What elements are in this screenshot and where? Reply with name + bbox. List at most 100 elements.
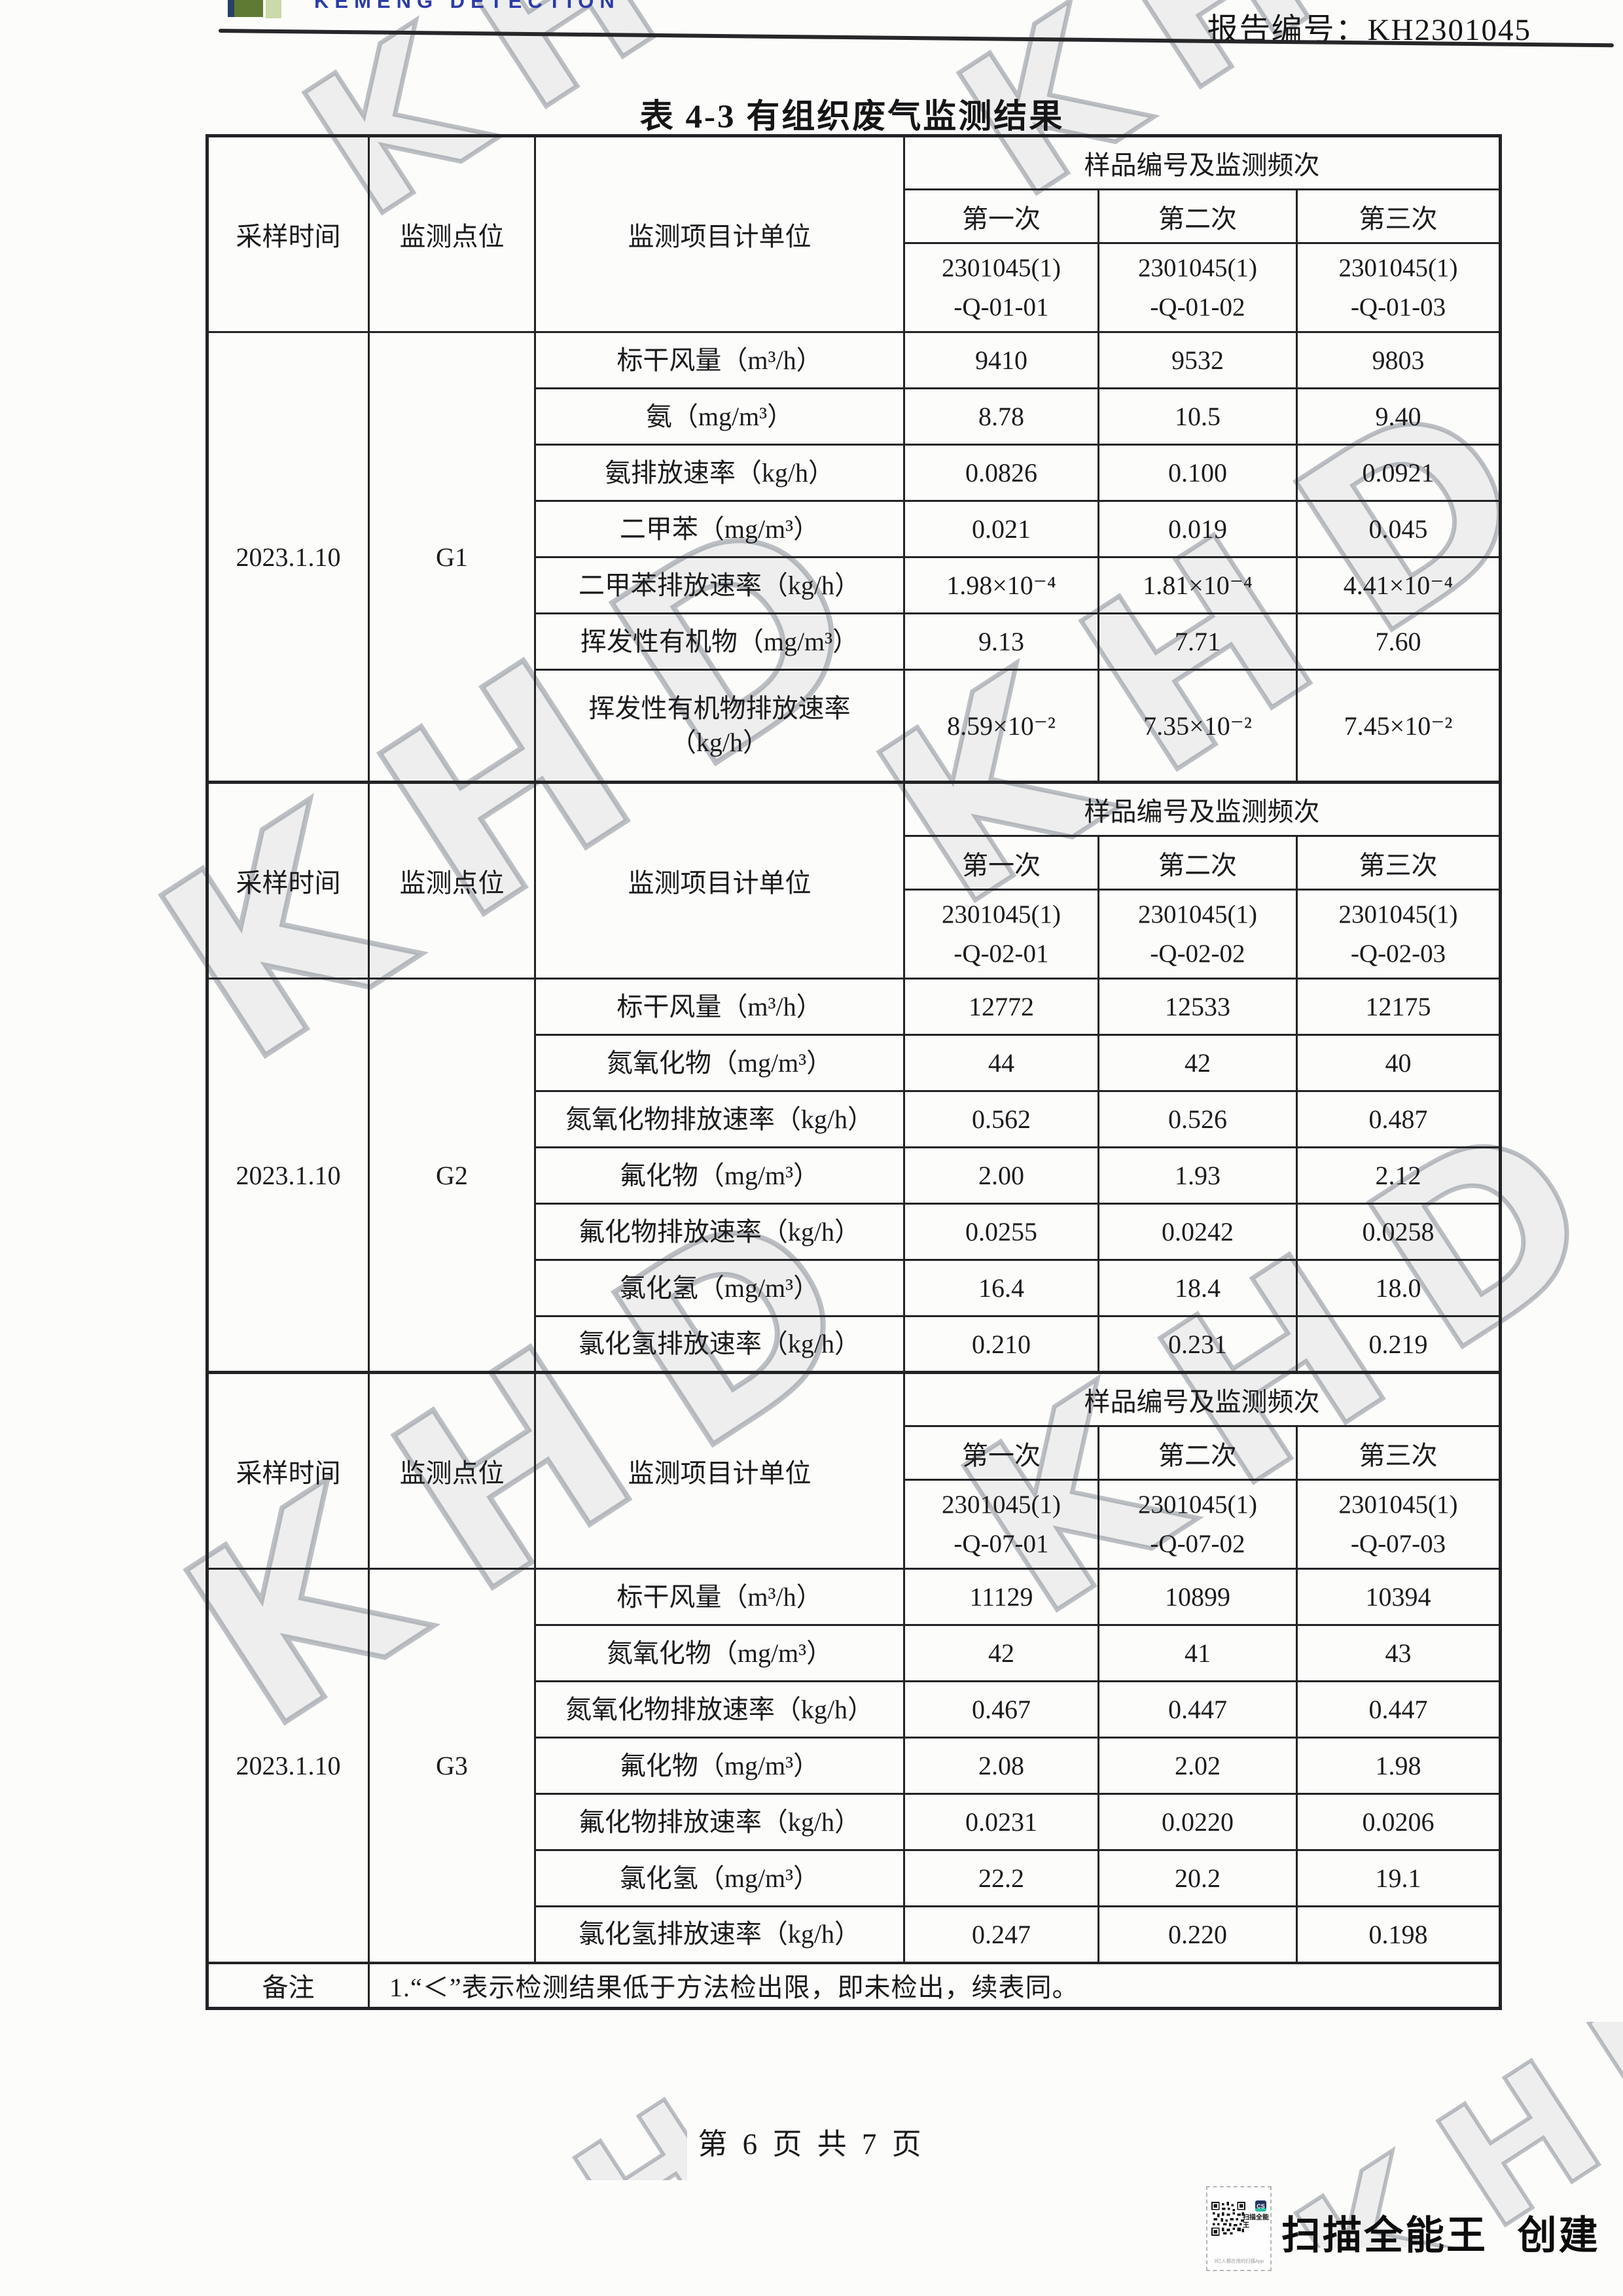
text-line: 43: [1385, 1638, 1412, 1668]
col-header-frequency: 第一次: [903, 835, 1099, 891]
table-row: 备注 1.“＜”表示检测结果低于方法检出限，即未检出，续表同。: [206, 1961, 1502, 2009]
item-label: 二甲苯（mg/m³）: [534, 500, 905, 558]
measurement-value: 12533: [1097, 978, 1298, 1036]
camscanner-tagline: 3亿人都在用的扫描App: [1213, 2258, 1264, 2264]
text-line: 样品编号及监测频次: [1084, 150, 1320, 180]
table-row: 2023.1.10 G1 标干风量（m³/h） 9410 9532 9803: [206, 331, 1502, 783]
measurement-value: 9.40: [1295, 387, 1502, 446]
text-line: -Q-01-03: [1350, 292, 1446, 321]
measurement-value: 7.35×10⁻²: [1097, 669, 1298, 783]
text-line: 采样时间: [236, 222, 341, 251]
text-line: 9.40: [1375, 402, 1421, 431]
text-line: 9.13: [978, 627, 1024, 656]
text-line: -Q-01-01: [954, 292, 1049, 321]
text-line: 10899: [1165, 1582, 1230, 1612]
col-header-monitoring-point: 监测点位: [368, 134, 536, 333]
sampling-date: 2023.1.10: [206, 331, 370, 783]
sample-id: 2301045(1) -Q-01-02: [1097, 242, 1298, 333]
measurement-value: 0.0231: [903, 1793, 1099, 1851]
item-label: 氯化氢排放速率（kg/h）: [534, 1315, 905, 1373]
text-line: 2301045(1): [1138, 900, 1257, 929]
text-line: 第三次: [1359, 850, 1438, 880]
text-line: -Q-02-02: [1150, 939, 1245, 968]
measurement-value: 22.2: [903, 1849, 1099, 1907]
text-line: 2.02: [1175, 1751, 1221, 1780]
text-line: 2.08: [978, 1751, 1024, 1780]
measurement-value: 0.247: [903, 1905, 1099, 1964]
item-label: 标干风量（m³/h）: [534, 331, 905, 389]
table-row: 采样时间 监测点位 监测项目计单位 样品编号及监测频次: [206, 781, 1502, 980]
item-label: 氮氧化物（mg/m³）: [534, 1034, 905, 1092]
text-line: 0.247: [972, 1919, 1031, 1949]
col-header-sampling-time: 采样时间: [206, 134, 370, 333]
text-line: 挥发性有机物排放速率: [588, 694, 851, 723]
camscanner-badge: CS 扫描全能王 3亿人都在用的扫描App: [1206, 2186, 1272, 2271]
text-line: 1.“＜”表示检测结果低于方法检出限，即未检出，续表同。: [389, 1973, 1079, 2003]
text-line: 20.2: [1175, 1863, 1221, 1893]
text-line: 采样时间: [236, 1458, 341, 1488]
measurement-value: 0.0826: [903, 444, 1099, 502]
text-line: -Q-01-02: [1150, 292, 1245, 321]
text-line: （kg/h）: [669, 728, 770, 757]
text-line: 第一次: [962, 1440, 1041, 1470]
text-line: 第三次: [1359, 203, 1438, 234]
text-line: 监测项目计单位: [628, 1458, 812, 1488]
sample-id: 2301045(1) -Q-07-02: [1097, 1479, 1298, 1570]
text-line: 7.71: [1175, 627, 1221, 656]
text-line: 氟化物（mg/m³）: [619, 1750, 820, 1780]
table-row: 2301045(1) -Q-07-01 2301045(1) -Q-07-02 2301…: [207, 1479, 1502, 1570]
text-line: 0.021: [972, 514, 1031, 544]
measurement-value: 41: [1097, 1624, 1298, 1682]
text-line: 采样时间: [236, 868, 341, 898]
text-line: 0.198: [1368, 1919, 1428, 1949]
col-header-sampling-time: 采样时间: [206, 781, 370, 980]
measurement-value: 0.447: [1097, 1680, 1298, 1739]
item-label: 氯化氢（mg/m³）: [534, 1849, 905, 1907]
text-line: 第一次: [962, 850, 1041, 880]
camscanner-brand: 扫描全能王: [1243, 2214, 1269, 2229]
col-header-monitoring-point: 监测点位: [368, 1371, 536, 1570]
remark-label: 备注: [206, 1961, 370, 2009]
col-header-sample-group: 样品编号及监测频次: [902, 134, 1502, 190]
table-row: 氟化物（mg/m³） 2.08 2.02 1.98: [207, 1737, 1502, 1795]
item-label: 挥发性有机物（mg/m³）: [534, 612, 905, 671]
text-line: 16.4: [978, 1273, 1024, 1303]
measurement-value: 7.60: [1295, 612, 1502, 671]
text-line: 0.0206: [1362, 1807, 1435, 1837]
item-label: 氟化物（mg/m³）: [534, 1146, 905, 1205]
text-line: 7.60: [1375, 627, 1421, 656]
col-header-frequency: 第一次: [903, 1425, 1099, 1481]
item-label: 氮氧化物排放速率（kg/h）: [534, 1680, 905, 1739]
monitoring-point: G1: [368, 331, 536, 783]
qr-code-icon: [1211, 2202, 1245, 2236]
table-row: 氨排放速率（kg/h） 0.0826 0.100 0.0921: [207, 444, 1502, 502]
monitoring-point: G3: [368, 1568, 536, 1964]
text-line: 7.45×10⁻²: [1344, 711, 1453, 741]
table-title: 表 4-3 有组织废气监测结果: [639, 99, 1065, 135]
text-line: 10.5: [1175, 402, 1221, 431]
logo-mark-icon: [228, 0, 263, 17]
text-line: 样品编号及监测频次: [1084, 797, 1320, 826]
col-header-frequency: 第三次: [1295, 1425, 1502, 1481]
text-line: 氨排放速率（kg/h）: [604, 457, 835, 487]
text-line: 氯化氢（mg/m³）: [619, 1273, 820, 1303]
table-row: 氮氧化物排放速率（kg/h） 0.562 0.526 0.487: [207, 1090, 1502, 1148]
text-line: 2301045(1): [942, 254, 1061, 283]
table-row: 氮氧化物（mg/m³） 44 42 40: [207, 1034, 1502, 1092]
item-label: 氨（mg/m³）: [534, 387, 905, 446]
table-row: 氟化物（mg/m³） 2.00 1.93 2.12: [207, 1146, 1502, 1205]
text-line: G1: [436, 542, 468, 572]
text-line: 第二次: [1158, 1440, 1237, 1470]
text-line: 12175: [1365, 992, 1431, 1021]
col-header-item-unit: 监测项目计单位: [534, 1371, 905, 1570]
measurement-value: 0.0255: [903, 1203, 1099, 1261]
table-row: 采样时间 监测点位 监测项目计单位 样品编号及监测频次: [206, 1371, 1502, 1570]
sampling-date: 2023.1.10: [206, 978, 370, 1373]
measurement-value: 0.231: [1097, 1315, 1298, 1373]
table-row: 氯化氢排放速率（kg/h） 0.247 0.220 0.198: [207, 1905, 1502, 1964]
camscanner-app-icon: CS: [1255, 2200, 1266, 2212]
text-line: 氨（mg/m³）: [645, 401, 794, 431]
text-line: 氯化氢排放速率（kg/h）: [578, 1329, 861, 1358]
sample-id: 2301045(1) -Q-01-03: [1295, 242, 1502, 333]
text-line: 0.526: [1168, 1104, 1227, 1134]
